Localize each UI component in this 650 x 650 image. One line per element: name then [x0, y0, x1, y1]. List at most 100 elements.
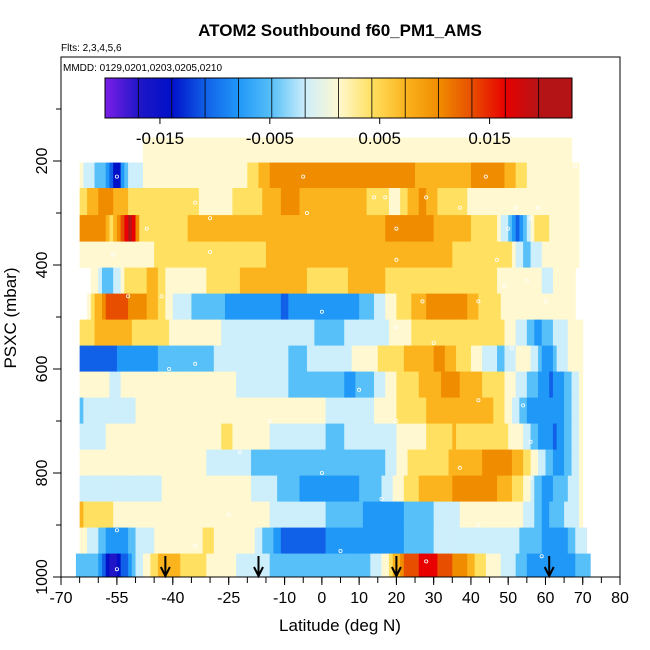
heatmap-cell [288, 397, 293, 424]
heatmap-cell [355, 293, 360, 320]
heatmap-cell [470, 188, 476, 216]
heatmap-cell [497, 137, 502, 163]
heatmap-cell [418, 423, 423, 450]
heatmap-cell [347, 241, 353, 268]
heatmap-cell [321, 293, 327, 320]
heatmap-cell [202, 215, 207, 242]
heatmap-cell [213, 449, 219, 476]
heatmap-cell [366, 188, 371, 216]
sample-marker [506, 226, 511, 231]
heatmap-cell [306, 241, 312, 268]
heatmap-cell [385, 501, 390, 528]
heatmap-cell [560, 397, 565, 424]
heatmap-cell [359, 527, 364, 554]
heatmap-cell [284, 423, 289, 450]
heatmap-cell [228, 371, 233, 398]
heatmap-cell [333, 501, 338, 528]
heatmap-cell [538, 188, 543, 216]
heatmap-cell [90, 371, 96, 398]
heatmap-cell [87, 449, 92, 476]
heatmap-cell [202, 267, 207, 294]
heatmap-cell [433, 397, 438, 424]
heatmap-cell [187, 215, 192, 242]
heatmap-cell [325, 162, 330, 189]
heatmap-cell [269, 423, 274, 450]
heatmap-cell [552, 137, 558, 163]
heatmap-cell [336, 371, 341, 398]
heatmap-cell [511, 319, 517, 346]
heatmap-cell [493, 162, 498, 189]
heatmap-cell [146, 449, 151, 476]
heatmap-cell [564, 397, 569, 424]
heatmap-cell [437, 215, 442, 242]
heatmap-cell [407, 475, 412, 502]
heatmap-cell [284, 397, 289, 424]
heatmap-cell [292, 371, 297, 398]
heatmap-cell [508, 371, 513, 398]
heatmap-cell [187, 319, 192, 346]
heatmap-cell [224, 449, 230, 476]
heatmap-cell [195, 345, 200, 372]
heatmap-cell [411, 215, 416, 242]
heatmap-cell [232, 188, 237, 216]
heatmap-cell [351, 241, 356, 268]
heatmap-cell [79, 241, 84, 268]
heatmap-cell [239, 162, 245, 189]
heatmap-cell [239, 293, 245, 320]
heatmap-cell [355, 188, 360, 216]
heatmap-cell [139, 319, 144, 346]
heatmap-cell [463, 293, 468, 320]
heatmap-cell [83, 397, 88, 424]
heatmap-cell [523, 553, 528, 577]
heatmap-cell [333, 215, 338, 242]
heatmap-cell [101, 267, 107, 294]
heatmap-cell [273, 553, 278, 577]
heatmap-cell [165, 449, 170, 476]
heatmap-cell [388, 475, 394, 502]
heatmap-cell [239, 449, 245, 476]
heatmap-cell [128, 397, 133, 424]
heatmap-cell [549, 527, 554, 554]
heatmap-cell [150, 188, 155, 216]
heatmap-cell [172, 241, 178, 268]
heatmap-cell [422, 423, 427, 450]
heatmap-cell [98, 475, 103, 502]
heatmap-cell [195, 449, 200, 476]
heatmap-cell [146, 345, 151, 372]
heatmap-cell [448, 267, 453, 294]
heatmap-cell [403, 319, 409, 346]
heatmap-cell [452, 475, 457, 502]
heatmap-cell [579, 319, 584, 346]
heatmap-cell [362, 475, 368, 502]
x-tick-label: 60 [537, 590, 555, 607]
heatmap-cell [377, 397, 382, 424]
heatmap-cell [433, 501, 438, 528]
heatmap-cell [437, 319, 442, 346]
heatmap-cell [90, 162, 96, 189]
heatmap-cell [459, 475, 464, 502]
heatmap-cell [534, 397, 539, 424]
heatmap-cell [575, 345, 580, 372]
heatmap-cell [90, 319, 96, 346]
heatmap-cell [441, 162, 446, 189]
heatmap-cell [90, 553, 96, 577]
heatmap-cell [415, 215, 420, 242]
heatmap-cell [571, 188, 576, 216]
heatmap-cell [288, 188, 293, 216]
heatmap-cell [169, 267, 174, 294]
heatmap-cell [284, 553, 289, 577]
heatmap-cell [470, 449, 476, 476]
heatmap-cell [128, 188, 133, 216]
x-tick-label: -55 [105, 590, 128, 607]
heatmap-cell [508, 162, 513, 189]
heatmap-cell [515, 137, 520, 163]
heatmap-cell [176, 345, 181, 372]
heatmap-cell [374, 449, 379, 476]
heatmap-cell [303, 319, 308, 346]
heatmap-cell [467, 371, 472, 398]
heatmap-cell [295, 449, 301, 476]
heatmap-cell [135, 501, 140, 528]
heatmap-cell [292, 215, 297, 242]
heatmap-cell [303, 162, 308, 189]
heatmap-cell [549, 449, 554, 476]
